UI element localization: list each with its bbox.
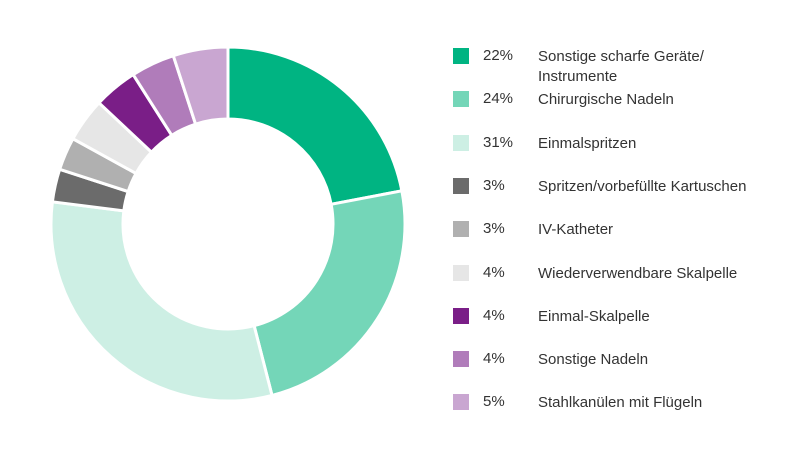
legend-swatch [453, 307, 469, 324]
wedge [171, 45, 230, 127]
legend-label: Spritzen/vorbefüllte Kartuschen [538, 177, 747, 195]
legend-label: Sonstige Nadeln [538, 351, 649, 369]
legend-value: 24% [483, 90, 514, 108]
legend-value: 4% [483, 263, 505, 281]
legend-value: 22% [483, 47, 514, 64]
legend-label: Einmalspritzen [538, 134, 637, 152]
legend-label: IV-Katheter [538, 221, 614, 239]
legend-label: Wiederverwendbare Skalpelle [538, 264, 738, 282]
legend-value: 4% [483, 306, 505, 324]
legend-value: 31% [483, 133, 514, 151]
legend-value: 3% [483, 220, 505, 238]
wedge [252, 189, 407, 398]
legend-swatch [453, 91, 469, 108]
legend-label: Sonstige scharfe Geräte/ Instrumente [538, 48, 704, 85]
legend-swatch [453, 394, 469, 411]
legend-label: Einmal-Skalpelle [538, 307, 650, 325]
legend-label: Stahlkanülen mit Flügeln [538, 394, 703, 412]
legend-swatch [453, 48, 469, 64]
legend-swatch [453, 264, 469, 281]
wedge [49, 200, 274, 403]
wedge [226, 45, 404, 207]
legend-value: 4% [483, 350, 505, 368]
legend-swatch [453, 134, 469, 151]
legend-value: 5% [483, 393, 505, 411]
legend-value: 3% [483, 176, 505, 194]
legend-label: Chirurgische Nadeln [538, 91, 674, 109]
legend-swatch [453, 221, 469, 238]
legend-swatch [453, 351, 469, 368]
legend-swatch [453, 177, 469, 194]
